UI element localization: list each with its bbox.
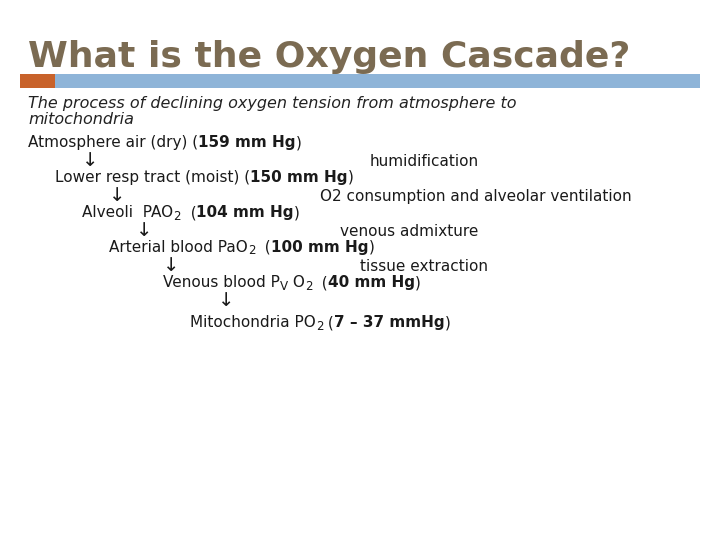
Text: (: ( (312, 275, 328, 290)
Text: (: ( (181, 205, 197, 220)
Text: 7 – 37 mmHg: 7 – 37 mmHg (334, 315, 445, 330)
Text: 2: 2 (173, 210, 181, 222)
Text: venous admixture: venous admixture (340, 224, 478, 239)
Bar (55, 74, 700, 88)
Text: ): ) (415, 275, 421, 290)
Text: 159 mm Hg: 159 mm Hg (198, 135, 296, 150)
Text: ↓: ↓ (82, 151, 99, 170)
Text: The process of declining oxygen tension from atmosphere to: The process of declining oxygen tension … (28, 96, 516, 111)
Text: ): ) (348, 170, 354, 185)
Text: What is the Oxygen Cascade?: What is the Oxygen Cascade? (28, 40, 631, 74)
Text: 100 mm Hg: 100 mm Hg (271, 240, 369, 255)
Text: ↓: ↓ (163, 256, 179, 275)
Text: ): ) (296, 135, 302, 150)
Bar (20, 74, 55, 88)
Text: (: ( (256, 240, 271, 255)
Text: ): ) (369, 240, 374, 255)
Text: 40 mm Hg: 40 mm Hg (328, 275, 415, 290)
Text: mitochondria: mitochondria (28, 112, 134, 127)
Text: ↓: ↓ (136, 221, 153, 240)
Text: ↓: ↓ (109, 186, 125, 205)
Text: O2 consumption and alveolar ventilation: O2 consumption and alveolar ventilation (320, 189, 631, 204)
Text: humidification: humidification (370, 154, 479, 169)
Text: tissue extraction: tissue extraction (360, 259, 488, 274)
Text: Arterial blood PaO: Arterial blood PaO (109, 240, 248, 255)
Text: O: O (288, 275, 305, 290)
Text: 104 mm Hg: 104 mm Hg (197, 205, 294, 220)
Text: ↓: ↓ (218, 291, 235, 310)
Text: Alveoli  PAO: Alveoli PAO (82, 205, 173, 220)
Text: ): ) (445, 315, 451, 330)
Text: 150 mm Hg: 150 mm Hg (250, 170, 348, 185)
Text: Lower resp tract (moist) (: Lower resp tract (moist) ( (55, 170, 250, 185)
Text: 2: 2 (316, 320, 323, 333)
Text: V: V (280, 280, 288, 293)
Text: Atmosphere air (dry) (: Atmosphere air (dry) ( (28, 135, 198, 150)
Text: ): ) (294, 205, 300, 220)
Text: Venous blood P: Venous blood P (163, 275, 280, 290)
Text: 2: 2 (305, 280, 312, 293)
Text: (: ( (323, 315, 334, 330)
Text: Mitochondria PO: Mitochondria PO (190, 315, 316, 330)
Text: 2: 2 (248, 245, 256, 258)
